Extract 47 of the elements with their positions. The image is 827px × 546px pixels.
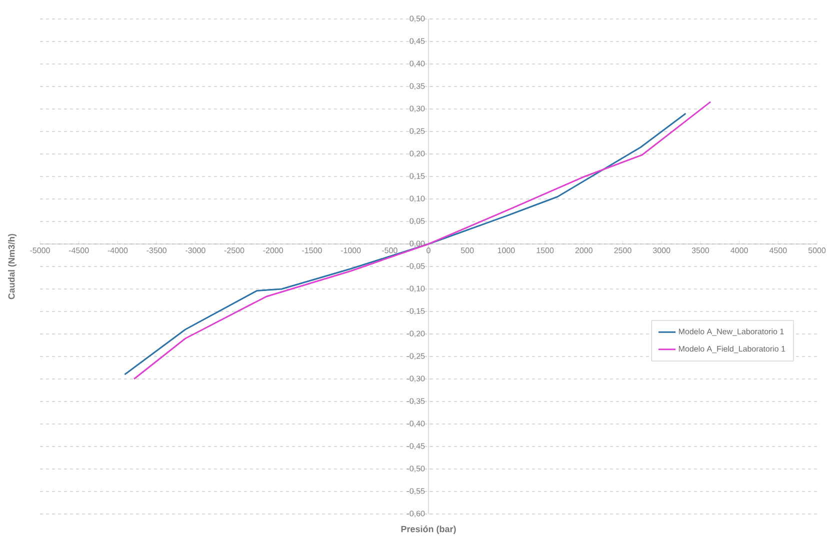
y-tick-label: -0,30 — [407, 376, 425, 382]
y-tick-label: 0,20 — [410, 150, 425, 158]
x-tick-label: 4500 — [769, 248, 787, 254]
y-tick-label: 0,45 — [410, 38, 425, 45]
y-tick-label: -0,20 — [407, 330, 425, 338]
x-tick-label: 500 — [460, 248, 474, 254]
x-tick-label: 3500 — [692, 248, 710, 254]
x-tick-label: -5000 — [30, 248, 50, 254]
x-tick-label: -2500 — [224, 248, 244, 254]
y-tick-label: 0,15 — [410, 173, 425, 180]
x-tick-label: -4000 — [108, 248, 128, 254]
x-tick-label: -4500 — [68, 248, 89, 254]
x-tick-label: -2000 — [263, 248, 284, 254]
x-tick-label: 2500 — [614, 248, 632, 254]
y-tick-label: 0,30 — [410, 106, 425, 112]
legend-label: Modelo A_Field_Laboratorio 1 — [678, 346, 786, 354]
y-tick-label: -0,05 — [407, 263, 425, 270]
x-tick-label: 1500 — [536, 248, 554, 254]
y-tick-label: -0,55 — [407, 488, 425, 495]
y-tick-label: -0,25 — [407, 353, 425, 360]
y-tick-label: -0,60 — [407, 510, 425, 518]
x-tick-label: 5000 — [808, 248, 826, 254]
y-tick-label: -0,10 — [407, 286, 425, 292]
y-tick-label: 0,05 — [410, 218, 425, 225]
x-tick-label: -3500 — [146, 248, 166, 254]
x-tick-label: -1500 — [302, 248, 322, 254]
y-tick-label: -0,40 — [407, 420, 425, 428]
y-tick-label: -0,45 — [407, 443, 425, 450]
x-axis-title: Presión (bar) — [401, 526, 456, 534]
y-tick-label: -0,50 — [407, 466, 425, 472]
y-tick-label: 0,10 — [410, 196, 425, 202]
x-tick-label: 3000 — [653, 248, 670, 254]
x-tick-label: -500 — [382, 248, 398, 254]
x-tick-label: 1000 — [498, 248, 515, 254]
x-tick-label: 4000 — [730, 248, 748, 254]
y-tick-label: 0,25 — [410, 128, 425, 135]
y-tick-label: 0,50 — [410, 16, 425, 22]
x-tick-label: -3000 — [186, 248, 206, 254]
y-tick-label: 0,35 — [410, 83, 425, 90]
y-tick-label: -0,35 — [407, 398, 425, 405]
legend-label: Modelo A_New_Laboratorio 1 — [678, 328, 784, 336]
x-tick-label: -1000 — [340, 248, 361, 254]
x-tick-label: 2000 — [575, 248, 592, 254]
y-tick-label: -0,15 — [407, 308, 425, 315]
y-tick-label: 0,40 — [410, 60, 425, 68]
y-axis-title: Caudal (Nm3/h) — [8, 234, 16, 300]
x-tick-label: 0 — [426, 248, 430, 254]
